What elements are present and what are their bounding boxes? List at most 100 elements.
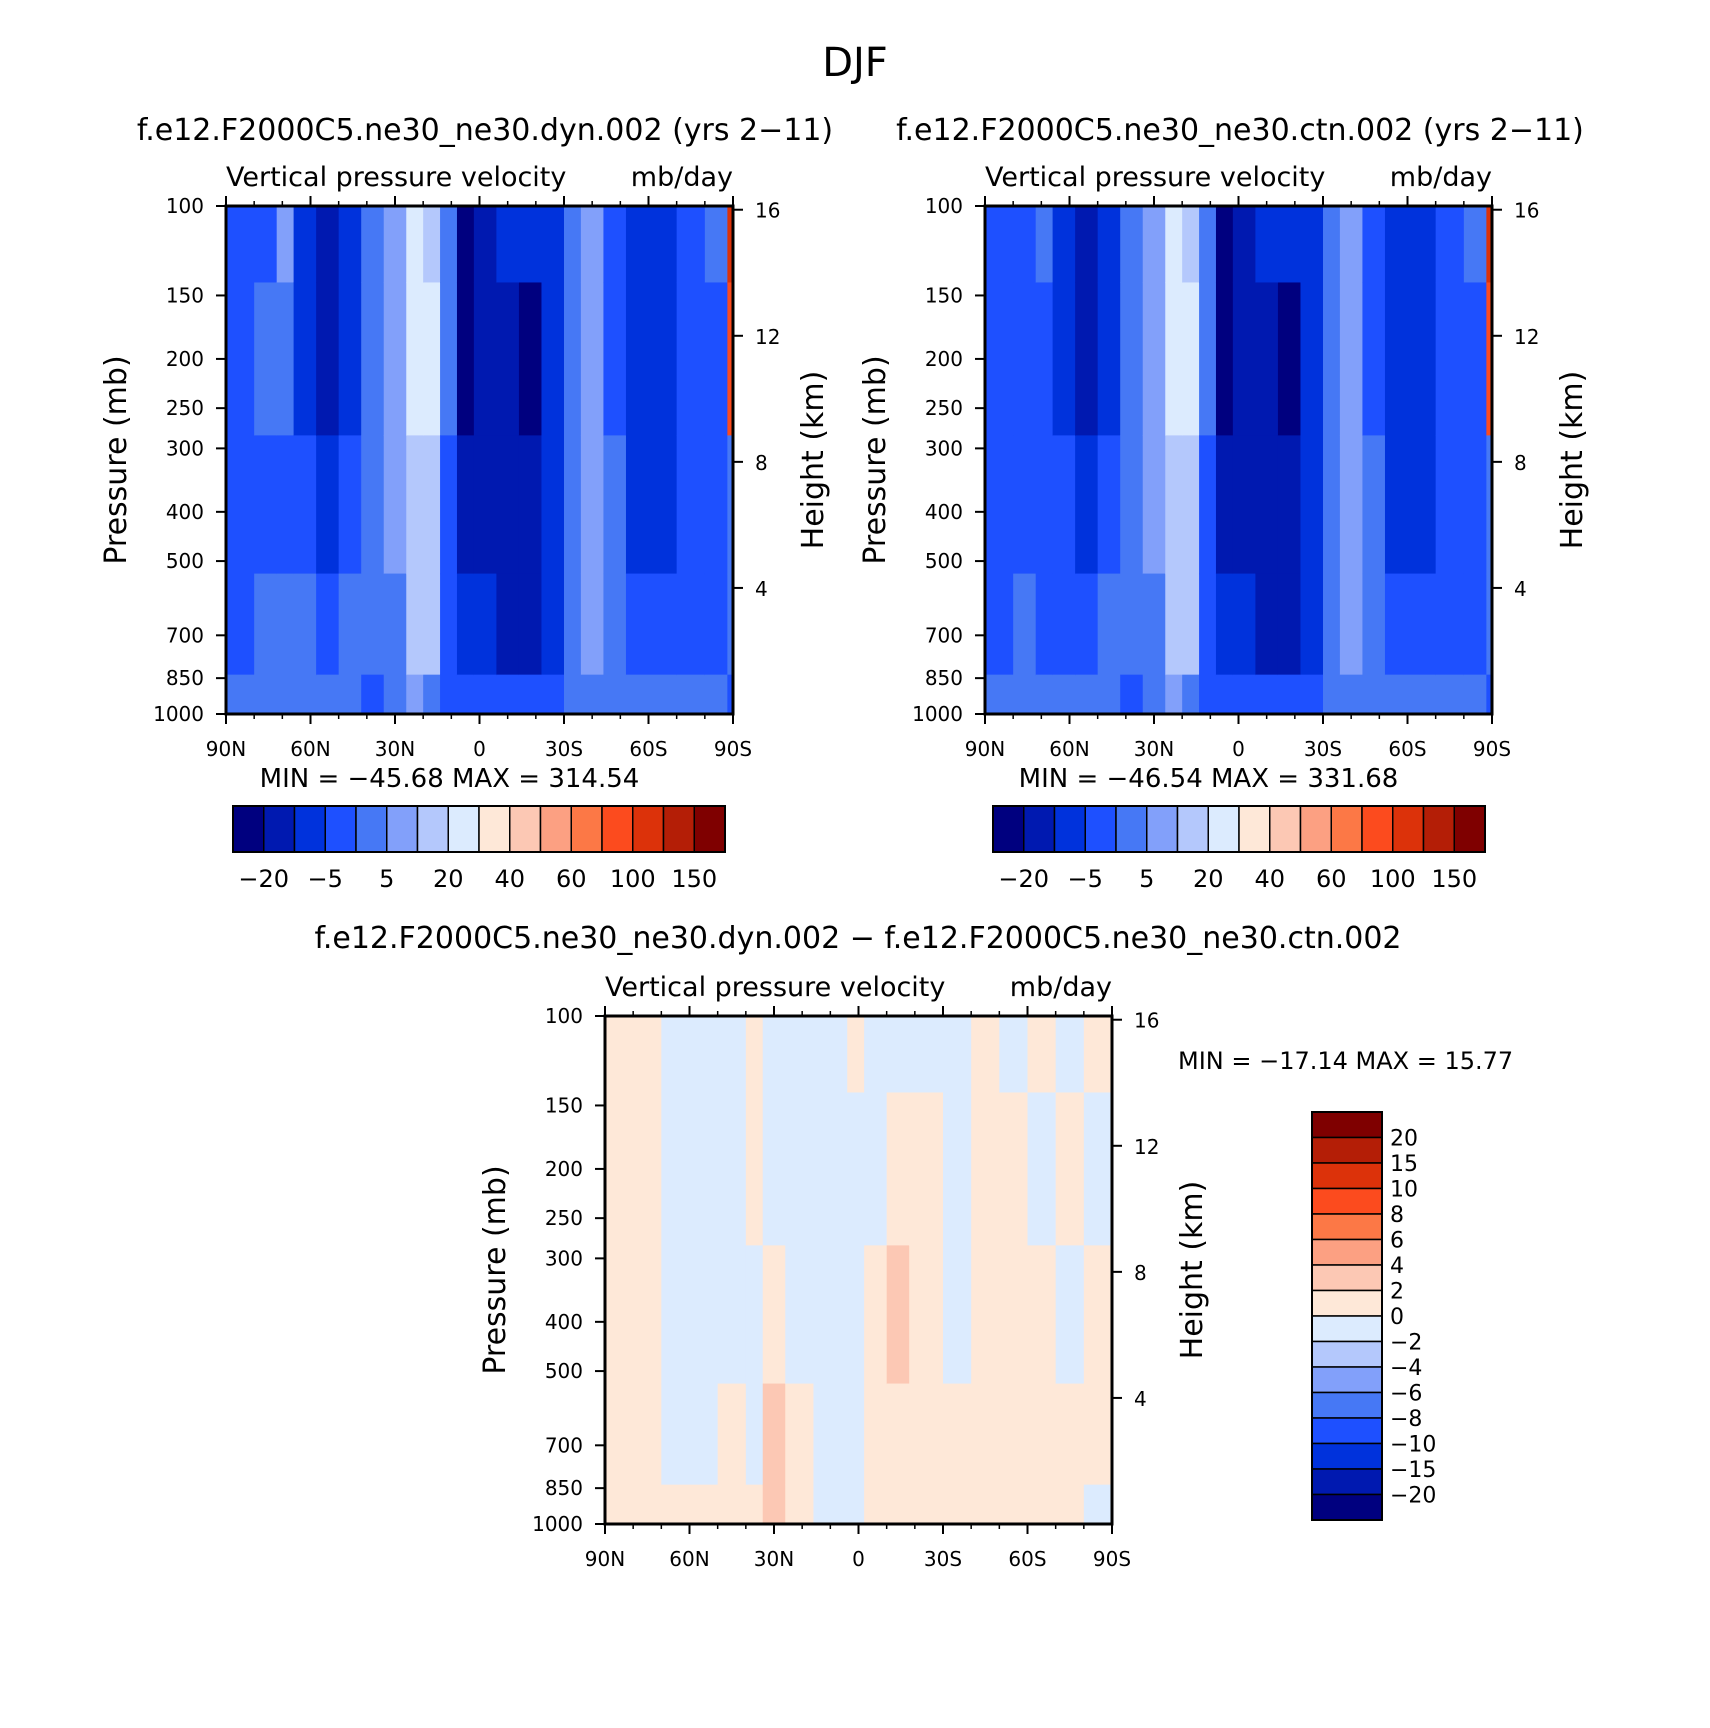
contour-cell [1182, 674, 1200, 714]
contour-cell [1027, 1245, 1057, 1385]
y-tick-label: 100 [545, 1004, 583, 1028]
colorbar-label: 60 [556, 865, 587, 893]
contour-cell [518, 206, 543, 284]
contour-cell [909, 1016, 944, 1094]
contour-cell [745, 1245, 764, 1385]
contour-cell [1435, 435, 1465, 575]
contour-cell [440, 282, 458, 436]
contour-cell [1215, 282, 1234, 436]
colorbar-swatch [1176, 805, 1209, 853]
subtitle-left: Vertical pressure velocity [226, 162, 566, 193]
contour-cell [440, 206, 458, 284]
colorbar-label: −6 [1390, 1382, 1422, 1407]
colorbar-swatch [1311, 1468, 1383, 1496]
contour-cell [1142, 435, 1166, 575]
contour-cell [1052, 435, 1076, 575]
x-tick-label: 60N [290, 737, 330, 761]
y-tick-label: 400 [545, 1310, 583, 1334]
subtitle-left: Vertical pressure velocity [605, 972, 945, 1003]
contour-cell [1199, 282, 1217, 436]
y-tick-label: 200 [545, 1157, 583, 1181]
contour-cell [1182, 206, 1200, 284]
contour-cell [603, 206, 627, 284]
y-tick-label: 1000 [912, 702, 963, 726]
contour-cell [254, 573, 278, 676]
contour-cell [1035, 573, 1054, 676]
subtitle-left: Vertical pressure velocity [985, 162, 1325, 193]
contour-cell [745, 1383, 764, 1486]
contour-cell [383, 435, 407, 575]
contour-cell [1362, 674, 1386, 714]
y-tick-label: 250 [925, 396, 963, 420]
contour-cell [473, 435, 497, 575]
colorbar-swatch [1422, 805, 1455, 853]
contour-cell [1255, 206, 1279, 284]
panel-title: f.e12.F2000C5.ne30_ne30.dyn.002 − f.e12.… [314, 921, 1401, 956]
contour-cell [909, 1245, 944, 1385]
contour-cell [625, 674, 650, 714]
contour-cell [971, 1383, 1000, 1486]
colorbar-label: 40 [494, 865, 525, 893]
y-tick-label: 1000 [153, 702, 204, 726]
contour-cell [338, 282, 362, 436]
contour-cell [1097, 282, 1121, 436]
contour-cell [1142, 674, 1166, 714]
colorbar-swatch [1311, 1238, 1383, 1266]
contour-cell [1486, 573, 1492, 676]
contour-cell [423, 674, 441, 714]
y-right-tick-label: 4 [755, 577, 768, 601]
colorbar-label: 100 [1370, 865, 1416, 893]
colorbar-label: 5 [379, 865, 394, 893]
contour-cell [226, 573, 255, 676]
contour-cell [1052, 282, 1076, 436]
contour-cell [338, 573, 362, 676]
contour-cell [1255, 282, 1279, 436]
contour-cell [1083, 1484, 1112, 1524]
contour-cell [1407, 282, 1437, 436]
contour-cell [276, 206, 295, 284]
colorbar: −20 −5 5 20 40 60 100 150 [232, 805, 726, 893]
contour-cell [423, 282, 441, 436]
contour-cell [541, 674, 565, 714]
colorbar-swatch [447, 805, 480, 853]
contour-cell [1435, 674, 1465, 714]
contour-cell [1052, 573, 1076, 676]
contour-cell [1232, 674, 1256, 714]
contour-cell [727, 674, 733, 714]
contour-cell [1075, 573, 1099, 676]
contour-cell [1384, 435, 1409, 575]
colorbar-swatch [1311, 1213, 1383, 1241]
colorbar-swatch [1146, 805, 1179, 853]
contour-cell [293, 435, 317, 575]
contour-cell [909, 1092, 944, 1246]
contour-cell [864, 1092, 888, 1246]
contour-cell [1435, 282, 1465, 436]
contour-cell [293, 674, 317, 714]
x-tick-label: 90S [1473, 737, 1511, 761]
contour-cell [1142, 573, 1166, 676]
contour-cell [762, 1016, 786, 1094]
contour-cell [496, 435, 520, 575]
y-right-tick-label: 4 [1514, 577, 1527, 601]
contour-cell [1120, 282, 1144, 436]
contour-cell [648, 674, 678, 714]
contour-cell [1013, 282, 1037, 436]
contour-cell [648, 573, 678, 676]
contour-cell [1300, 674, 1324, 714]
contour-cell [909, 1484, 944, 1524]
contour-cell [785, 1245, 815, 1385]
contour-cell [1013, 573, 1037, 676]
contour-cell [440, 435, 458, 575]
contour-cell [1384, 282, 1409, 436]
colorbar-label: −20 [998, 865, 1049, 893]
y-right-tick-label: 16 [1514, 199, 1539, 223]
contour-cell [785, 1092, 815, 1246]
contour-cell [338, 674, 362, 714]
contour-cell [1407, 674, 1437, 714]
colorbar-label: −15 [1390, 1458, 1436, 1483]
colorbar-swatch [992, 805, 1025, 853]
contour-cell [456, 206, 475, 284]
contour-cell [1182, 573, 1200, 676]
y-tick-label: 500 [925, 549, 963, 573]
